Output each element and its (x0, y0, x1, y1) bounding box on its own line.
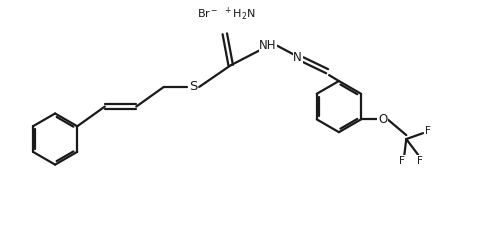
Text: NH: NH (259, 39, 277, 52)
Text: F: F (399, 156, 405, 166)
Text: O: O (378, 113, 387, 126)
Text: Br$^-$ $^+$H$_2$N: Br$^-$ $^+$H$_2$N (197, 6, 256, 23)
Text: S: S (189, 80, 197, 94)
Text: N: N (293, 51, 302, 64)
Text: F: F (417, 156, 423, 166)
Text: F: F (425, 126, 431, 136)
